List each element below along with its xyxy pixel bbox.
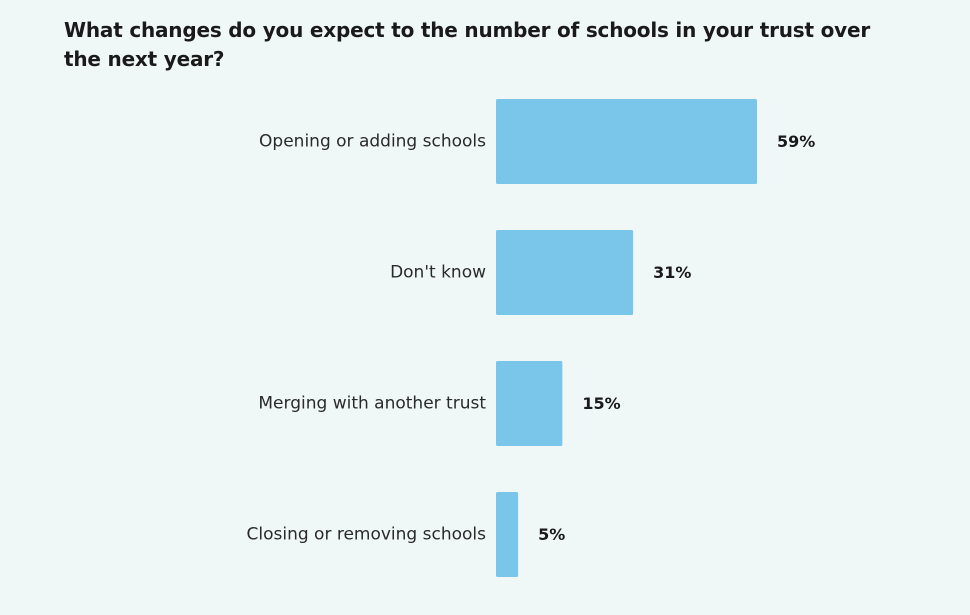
value-label: 15%	[582, 394, 620, 413]
value-label: 59%	[777, 132, 815, 151]
bar-don-t-know	[496, 230, 634, 315]
bar-merging-with-another-trust	[496, 361, 563, 446]
chart-title: What changes do you expect to the number…	[64, 18, 871, 71]
category-label: Closing or removing schools	[247, 525, 487, 545]
category-label: Don't know	[390, 263, 486, 283]
value-label: 31%	[653, 263, 691, 282]
category-label: Merging with another trust	[258, 394, 486, 414]
bar-closing-or-removing-schools	[496, 492, 519, 577]
category-label: Opening or adding schools	[259, 132, 486, 152]
bar-opening-or-adding-schools	[496, 99, 757, 184]
value-label: 5%	[538, 525, 565, 544]
